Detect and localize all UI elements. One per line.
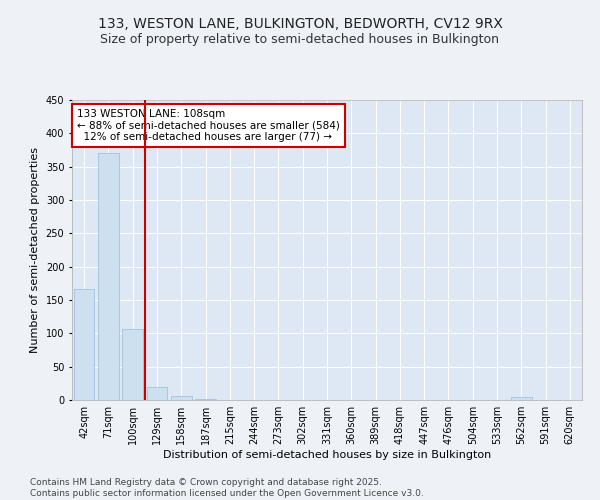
Text: 133, WESTON LANE, BULKINGTON, BEDWORTH, CV12 9RX: 133, WESTON LANE, BULKINGTON, BEDWORTH, … [98,18,502,32]
Bar [122,328,143,400]
Bar [146,386,167,400]
X-axis label: Distribution of semi-detached houses by size in Bulkington: Distribution of semi-detached houses by … [163,450,491,460]
Text: 133 WESTON LANE: 108sqm
← 88% of semi-detached houses are smaller (584)
  12% of: 133 WESTON LANE: 108sqm ← 88% of semi-de… [77,109,340,142]
Bar [98,154,119,400]
Bar [171,396,191,400]
Y-axis label: Number of semi-detached properties: Number of semi-detached properties [30,147,40,353]
Bar [74,288,94,400]
Text: Contains HM Land Registry data © Crown copyright and database right 2025.
Contai: Contains HM Land Registry data © Crown c… [30,478,424,498]
Text: Size of property relative to semi-detached houses in Bulkington: Size of property relative to semi-detach… [101,32,499,46]
Bar [511,398,532,400]
